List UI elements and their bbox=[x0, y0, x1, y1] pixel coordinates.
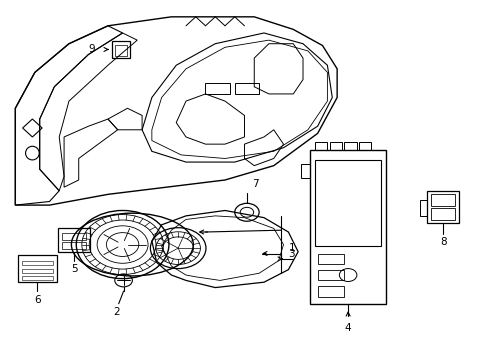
Text: 9: 9 bbox=[88, 45, 95, 54]
Text: 7: 7 bbox=[251, 179, 258, 189]
Text: 4: 4 bbox=[344, 323, 351, 333]
Text: 5: 5 bbox=[71, 264, 77, 274]
Text: 3: 3 bbox=[288, 248, 294, 258]
Text: 6: 6 bbox=[34, 295, 41, 305]
Text: 8: 8 bbox=[439, 237, 446, 247]
Text: 1: 1 bbox=[288, 243, 294, 253]
Text: 2: 2 bbox=[113, 307, 120, 317]
